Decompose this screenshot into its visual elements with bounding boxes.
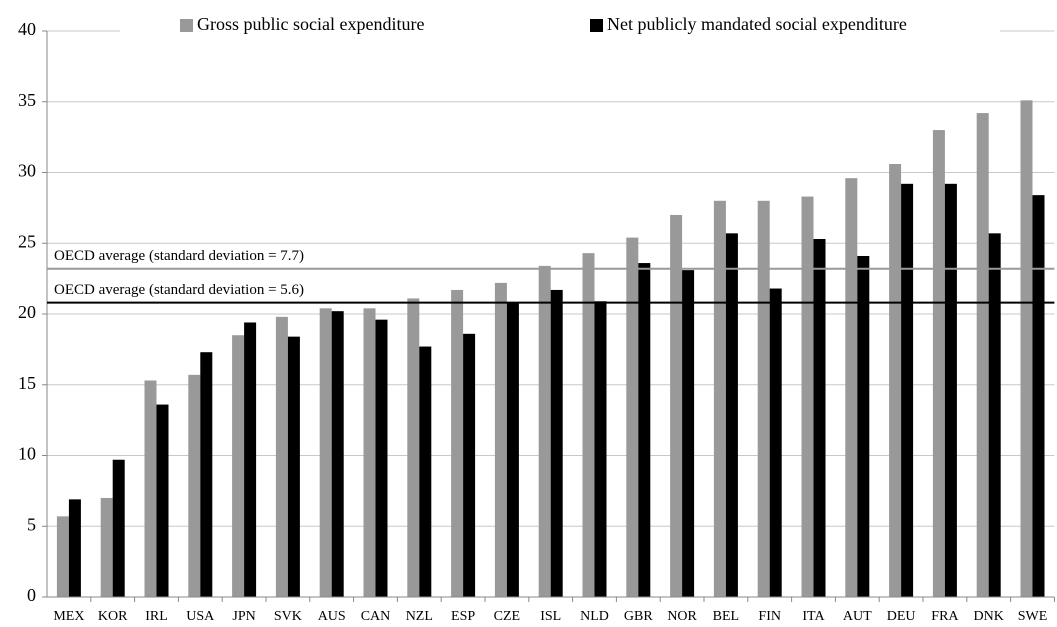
reference-label: OECD average (standard deviation = 7.7) — [54, 248, 304, 264]
bar — [813, 239, 826, 597]
y-tick-label: 40 — [18, 19, 36, 39]
x-tick-label: NZL — [406, 609, 433, 624]
y-tick-label: 5 — [27, 514, 36, 534]
x-tick-label: GBR — [624, 609, 653, 624]
bar — [407, 298, 420, 597]
bar — [375, 319, 388, 597]
y-tick-label: 15 — [18, 373, 36, 393]
x-tick-label: KOR — [98, 609, 128, 624]
x-tick-label: ESP — [451, 609, 475, 624]
x-tick-label: AUT — [843, 609, 872, 624]
bar — [232, 335, 245, 597]
bar — [244, 322, 257, 597]
legend-label: Gross public social expenditure — [197, 14, 424, 34]
y-tick-label: 35 — [18, 90, 36, 110]
bar — [56, 516, 69, 597]
x-tick-label: NOR — [667, 609, 697, 624]
bar — [713, 200, 726, 598]
legend-label: Net publicly mandated social expenditure — [607, 14, 907, 34]
bar — [419, 346, 432, 597]
bar — [68, 499, 81, 597]
legend-background — [120, 14, 1000, 38]
bar — [932, 130, 945, 598]
bar — [1020, 100, 1033, 598]
x-tick-label: AUS — [318, 609, 346, 624]
bar — [670, 214, 683, 597]
bar — [769, 288, 782, 597]
x-tick-label: FIN — [758, 609, 781, 624]
bar — [112, 459, 125, 597]
x-tick-label: DNK — [974, 609, 1004, 624]
x-tick-label: MEX — [53, 609, 84, 624]
bar — [889, 164, 902, 597]
x-tick-label: ISL — [540, 609, 561, 624]
x-tick-label: DEU — [887, 609, 916, 624]
reference-label: OECD average (standard deviation = 5.6) — [54, 282, 304, 298]
bar — [188, 374, 201, 597]
bar — [725, 233, 738, 597]
bar — [506, 302, 519, 597]
bar — [594, 301, 607, 597]
bar — [100, 497, 113, 597]
y-tick-label: 30 — [18, 161, 36, 181]
y-tick-label: 0 — [27, 585, 36, 605]
x-tick-label: BEL — [713, 609, 739, 624]
bar — [275, 316, 288, 597]
bar — [626, 237, 639, 597]
bar — [331, 311, 344, 597]
bar — [200, 352, 213, 597]
y-tick-label: 10 — [18, 444, 36, 464]
x-tick-label: NLD — [580, 609, 609, 624]
bar — [757, 200, 770, 598]
y-tick-label: 25 — [18, 231, 36, 251]
bar — [857, 255, 870, 598]
bar — [976, 113, 989, 597]
x-tick-label: USA — [186, 609, 215, 624]
y-tick-label: 20 — [18, 302, 36, 322]
bar — [538, 265, 551, 597]
bar — [801, 196, 814, 597]
bar — [944, 183, 957, 597]
x-tick-label: SVK — [274, 609, 302, 624]
bar — [550, 289, 563, 597]
bar — [363, 308, 376, 597]
bar — [156, 404, 169, 597]
bar — [319, 308, 332, 597]
bar — [494, 282, 507, 597]
bar — [144, 380, 157, 597]
bar — [582, 253, 595, 597]
legend-swatch — [590, 19, 603, 32]
bar — [451, 289, 464, 597]
bar — [988, 233, 1001, 597]
x-tick-label: IRL — [145, 609, 168, 624]
bar — [638, 263, 651, 597]
bar — [901, 183, 914, 597]
x-tick-label: CZE — [494, 609, 520, 624]
bar — [463, 333, 476, 597]
bar — [1032, 195, 1045, 597]
x-tick-label: SWE — [1018, 609, 1048, 624]
x-tick-label: ITA — [802, 609, 825, 624]
bar — [682, 270, 695, 597]
bar — [287, 336, 300, 597]
x-tick-label: CAN — [361, 609, 391, 624]
x-tick-label: FRA — [931, 609, 959, 624]
legend-swatch — [180, 19, 193, 32]
x-tick-label: JPN — [232, 609, 255, 624]
bar — [845, 178, 858, 597]
